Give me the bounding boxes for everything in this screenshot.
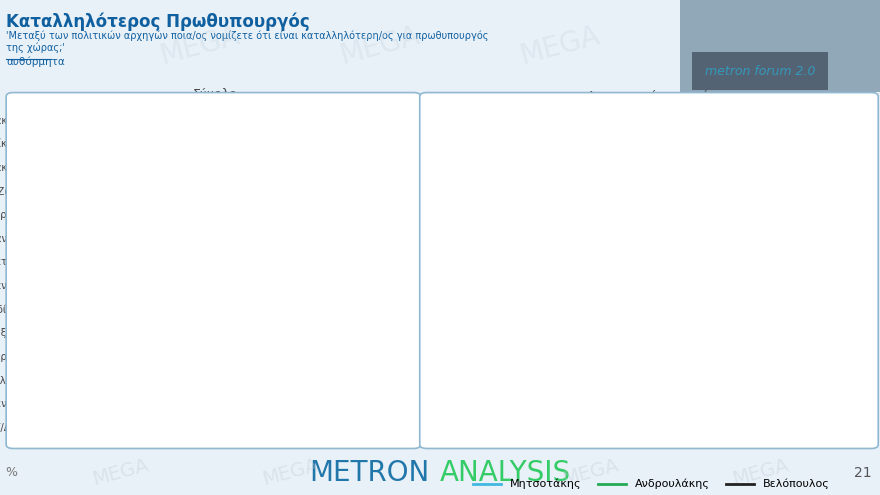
Text: MEGA: MEGA (260, 456, 320, 490)
Text: 8: 8 (736, 358, 743, 369)
Text: 5: 5 (77, 162, 84, 172)
Text: 6: 6 (472, 346, 479, 357)
Text: 8: 8 (824, 358, 831, 369)
Text: metron forum 2.0: metron forum 2.0 (705, 65, 815, 78)
Text: 3: 3 (59, 233, 65, 243)
Bar (26, 325, 36, 340)
Text: 21: 21 (854, 466, 872, 480)
Bar (26, 278, 46, 292)
Bar (26, 159, 74, 174)
Text: MEGA: MEGA (157, 22, 243, 70)
Text: 4: 4 (472, 389, 479, 398)
Text: MEGA: MEGA (730, 456, 790, 490)
Bar (26, 254, 55, 268)
Text: 30: 30 (314, 398, 327, 408)
Text: 2: 2 (49, 374, 55, 384)
Text: 33: 33 (468, 145, 482, 155)
Text: 6: 6 (736, 346, 743, 357)
Text: 6: 6 (648, 346, 655, 357)
Bar (26, 348, 36, 363)
Text: 8: 8 (106, 138, 113, 148)
Text: 31: 31 (324, 114, 337, 124)
Bar (26, 396, 310, 410)
Title: Διαχρονικά στοιχεία: Διαχρονικά στοιχεία (587, 90, 715, 103)
Text: 4: 4 (68, 209, 75, 219)
Bar (26, 301, 36, 316)
Bar (26, 136, 102, 150)
Text: MEGA: MEGA (517, 22, 603, 70)
Text: αυθόρμητα: αυθόρμητα (6, 57, 65, 67)
Bar (26, 419, 64, 434)
Text: της χώρας;': της χώρας;' (6, 43, 65, 53)
Text: Καταλληλότερος Πρωθυπουργός: Καταλληλότερος Πρωθυπουργός (6, 12, 310, 31)
Title: Σύνολο: Σύνολο (194, 88, 238, 101)
Text: MEGA: MEGA (195, 252, 274, 294)
Bar (26, 206, 64, 221)
Text: MEGA: MEGA (101, 169, 179, 211)
Text: 30: 30 (732, 168, 746, 178)
Bar (26, 183, 74, 198)
Text: 5: 5 (77, 185, 84, 196)
Bar (26, 112, 319, 127)
Text: 6: 6 (560, 346, 567, 357)
Text: 1: 1 (40, 303, 47, 313)
Text: MEGA: MEGA (612, 329, 690, 371)
Text: 4: 4 (68, 422, 75, 432)
Text: METRON: METRON (310, 459, 430, 487)
Text: 1: 1 (40, 327, 47, 337)
Legend: Μητσοτάκης, Ανδρουλάκης, Βελόπουλος: Μητσοτάκης, Ανδρουλάκης, Βελόπουλος (468, 475, 834, 494)
Text: 1: 1 (40, 350, 47, 361)
Text: ANALYSIS: ANALYSIS (440, 459, 571, 487)
Text: MEGA: MEGA (337, 22, 423, 70)
Text: 30: 30 (556, 168, 570, 178)
Text: MEGA: MEGA (532, 180, 609, 222)
Text: 31: 31 (820, 160, 834, 170)
Text: 5: 5 (824, 354, 831, 364)
Bar (26, 230, 55, 245)
Text: 2: 2 (49, 280, 55, 290)
Text: MEGA: MEGA (90, 456, 150, 490)
Text: 'Μεταξύ των πολιτικών αρχηγών ποια/ος νομίζετε ότι είναι καταλληλότερη/ος για πρ: 'Μεταξύ των πολιτικών αρχηγών ποια/ος νο… (6, 31, 488, 41)
Text: MEGA: MEGA (693, 269, 771, 312)
Bar (26, 372, 46, 387)
Text: 6: 6 (648, 374, 655, 384)
Bar (680, 0, 880, 92)
Text: %: % (5, 466, 17, 479)
Text: 3: 3 (59, 256, 65, 266)
Text: MEGA: MEGA (560, 456, 620, 490)
Text: 4: 4 (560, 389, 567, 398)
Text: 29: 29 (644, 175, 658, 185)
